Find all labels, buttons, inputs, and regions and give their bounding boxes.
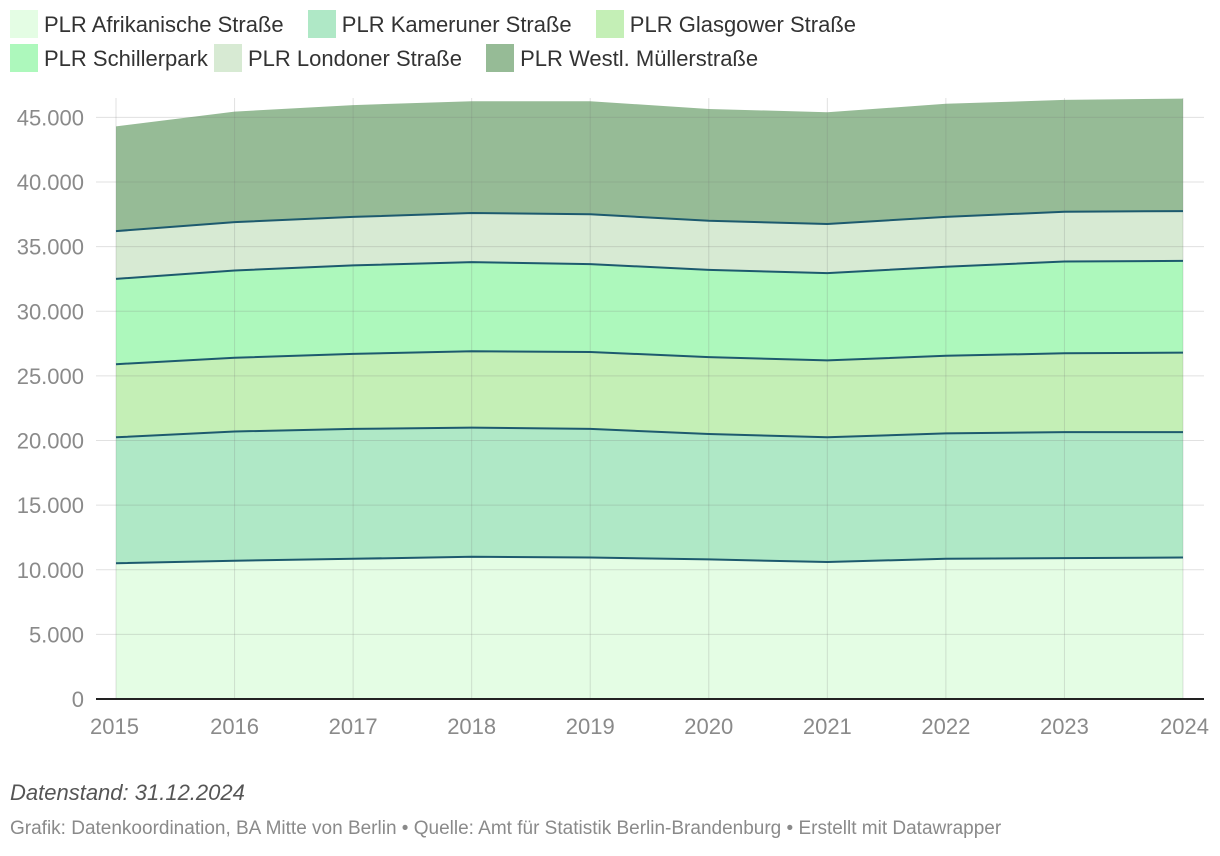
y-tick-label: 35.000 xyxy=(17,235,84,260)
y-tick-label: 20.000 xyxy=(17,429,84,454)
area-series-1 xyxy=(116,556,1183,699)
series-line-2 xyxy=(115,426,1183,439)
y-tick-label: 45.000 xyxy=(17,105,84,130)
legend-swatch xyxy=(486,44,515,72)
x-tick-label: 2021 xyxy=(803,714,852,739)
x-tick-label: 2020 xyxy=(684,714,733,739)
area-series-5 xyxy=(116,211,1183,279)
x-tick-label: 2024 xyxy=(1160,714,1209,739)
series-line-1 xyxy=(115,555,1184,565)
series-line-3 xyxy=(115,350,1184,366)
y-tick-label: 40.000 xyxy=(17,170,84,195)
x-tick-label: 2018 xyxy=(447,714,496,739)
area-series-6 xyxy=(116,98,1183,232)
y-tick-label: 10.000 xyxy=(17,558,84,583)
y-tick-label: 25.000 xyxy=(17,364,84,389)
legend-label: PLR Glasgower Straße xyxy=(629,12,856,37)
series-line-5 xyxy=(115,210,1184,233)
x-tick-label: 2015 xyxy=(90,714,139,739)
legend-swatch xyxy=(595,10,624,38)
area-series-3 xyxy=(116,351,1183,438)
area-series-4 xyxy=(116,260,1183,365)
stacked-area-chart: 0 5.000 10.000 15.000 20.000 25.000 30.000 35.0… xyxy=(17,98,1209,739)
legend-label: PLR Schillerpark xyxy=(44,46,208,71)
legend-item: PLR Kameruner Straße xyxy=(307,8,572,42)
y-tick-label: 15.000 xyxy=(17,493,84,518)
x-tick-label: 2017 xyxy=(329,714,378,739)
legend-item: PLR Westl. Müllerstraße xyxy=(486,42,758,76)
legend-item: PLR Londoner Straße xyxy=(213,42,462,76)
chart-legend: PLR Afrikanische Straße PLR Kameruner St… xyxy=(10,8,1010,76)
legend-item: PLR Glasgower Straße xyxy=(595,8,856,42)
x-tick-label: 2016 xyxy=(210,714,259,739)
x-tick-label: 2022 xyxy=(921,714,970,739)
legend-label: PLR Kameruner Straße xyxy=(341,12,572,37)
series-line-4 xyxy=(115,259,1184,280)
legend-item: PLR Afrikanische Straße xyxy=(10,8,284,42)
legend-swatch xyxy=(307,10,336,38)
y-tick-label: 30.000 xyxy=(17,299,84,324)
legend-label: PLR Afrikanische Straße xyxy=(44,12,284,37)
legend-label: PLR Westl. Müllerstraße xyxy=(520,46,759,71)
legend-item: PLR Schillerpark xyxy=(10,42,208,76)
source-credit: Grafik: Datenkoordination, BA Mitte von … xyxy=(10,818,1002,839)
y-tick-label: 5.000 xyxy=(29,622,84,647)
legend-swatch xyxy=(10,10,38,38)
y-tick-label: 0 xyxy=(72,687,84,712)
x-tick-label: 2023 xyxy=(1040,714,1089,739)
legend-swatch xyxy=(213,44,242,72)
legend-label: PLR Londoner Straße xyxy=(247,46,462,71)
x-tick-label: 2019 xyxy=(566,714,615,739)
data-date-note: Datenstand: 31.12.2024 xyxy=(10,780,245,805)
legend-swatch xyxy=(10,44,38,72)
area-series-2 xyxy=(116,427,1183,564)
